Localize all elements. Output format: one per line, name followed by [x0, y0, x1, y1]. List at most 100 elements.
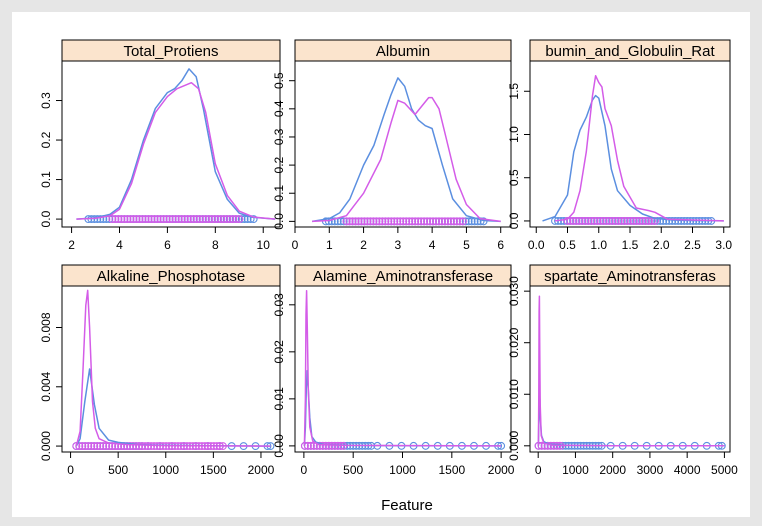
y-tick-label: 0.020	[507, 327, 521, 357]
rug-point	[668, 216, 677, 225]
y-tick-label: 1.5	[507, 83, 521, 100]
rug-point	[623, 216, 632, 225]
rug-point	[165, 215, 174, 224]
rug-point	[232, 215, 241, 224]
panel-title: Total_Protiens	[123, 43, 218, 60]
rug-point	[384, 217, 393, 226]
x-tick-label: 0.0	[528, 238, 545, 252]
rug-point	[372, 217, 381, 226]
rug-point	[132, 442, 141, 451]
rug-point	[453, 217, 461, 226]
panel-title: Alkaline_Phosphotase	[97, 268, 245, 285]
rug-point	[366, 217, 375, 226]
rug-point	[617, 216, 626, 225]
x-tick-label: 2	[360, 238, 367, 252]
panel-box	[294, 60, 512, 228]
y-tick-label: 0.5	[507, 169, 521, 186]
x-tick-label: 1.5	[622, 238, 639, 252]
panel-box	[61, 60, 281, 228]
rug-point	[96, 442, 105, 451]
density-line-a	[76, 68, 276, 220]
rug-point	[132, 215, 141, 224]
rug-point	[111, 442, 120, 451]
rug-point	[339, 217, 348, 226]
rug-point	[159, 215, 168, 224]
rug-point	[120, 215, 129, 224]
rug-point	[645, 216, 653, 225]
rug-point	[608, 216, 617, 225]
rug-point	[632, 216, 641, 225]
x-tick-label: 4	[429, 238, 436, 252]
y-tick-label: 0.004	[39, 371, 53, 401]
panel-5: Alamine_Aminotransferase 0 500 1000 1500 2000…	[272, 264, 515, 477]
panel-2: Albumin 0 1 2 3 4 5 6 0.0 0.1 0.2 0.3 0.4 0.5	[272, 39, 512, 252]
rug-point	[414, 217, 423, 226]
rug-point	[217, 215, 226, 224]
rug-point	[117, 215, 126, 224]
density-line-a	[311, 77, 501, 223]
panel-box	[529, 60, 731, 228]
rug-point	[665, 216, 674, 225]
y-tick-label: 0.00	[272, 434, 286, 458]
rug-point	[584, 216, 593, 225]
x-tick-label: 1.0	[590, 238, 607, 252]
rug-point	[402, 217, 411, 226]
y-tick-label: 0.01	[272, 387, 286, 411]
density-line-a	[542, 94, 724, 222]
density-line-a	[537, 393, 725, 447]
rug-point	[461, 217, 470, 226]
density-line-b	[303, 289, 502, 447]
rug-point	[554, 216, 562, 225]
rug-point	[611, 216, 620, 225]
rug-point	[81, 442, 90, 451]
rug-point	[450, 217, 458, 226]
rug-point	[108, 215, 117, 224]
panel-box	[61, 285, 281, 453]
density-line-b	[554, 74, 724, 222]
x-tick-label: 1000	[389, 463, 416, 477]
rug-point	[202, 215, 210, 224]
rug-point	[563, 216, 572, 225]
rug-point	[599, 216, 608, 225]
rug-point	[138, 215, 147, 224]
y-tick-label: 0.03	[272, 293, 286, 317]
panel-title: bumin_and_Globulin_Rat	[545, 43, 715, 60]
rug-point	[306, 441, 315, 450]
rug-point	[602, 216, 611, 225]
rug-point	[653, 216, 662, 225]
rug-point	[569, 216, 578, 225]
rug-point	[351, 217, 360, 226]
x-tick-label: 0.5	[559, 238, 576, 252]
rug-point	[226, 215, 235, 224]
panel-box	[294, 285, 512, 453]
rug-point	[396, 217, 405, 226]
y-tick-label: 0.1	[272, 185, 286, 202]
x-tick-label: 1	[326, 238, 333, 252]
rug-point	[399, 217, 408, 226]
rug-point	[93, 442, 102, 451]
rug-point	[223, 215, 232, 224]
rug-point	[387, 217, 396, 226]
rug-point	[357, 217, 366, 226]
rug-point	[456, 217, 464, 226]
rug-point	[174, 215, 183, 224]
rug-point	[375, 217, 384, 226]
rug-point	[444, 217, 453, 226]
rug-point	[126, 442, 135, 451]
rug-point	[168, 215, 177, 224]
rug-point	[590, 216, 599, 225]
rug-point	[641, 216, 650, 225]
rug-point	[324, 441, 333, 450]
rug-point	[429, 217, 438, 226]
y-tick-label: 0.2	[39, 131, 53, 148]
rug-point	[464, 217, 473, 226]
rug-point	[318, 441, 327, 450]
density-line-b	[537, 295, 725, 447]
rug-point	[354, 217, 363, 226]
x-tick-label: 500	[108, 463, 128, 477]
plot-frame: Total_Protiens 2 4 6 8 10 0.0 0.1 0.2 0.3 Albumin 0…	[12, 12, 750, 517]
rug-point	[193, 215, 201, 224]
rug-point	[147, 442, 156, 451]
y-tick-label: 0.4	[272, 100, 286, 117]
